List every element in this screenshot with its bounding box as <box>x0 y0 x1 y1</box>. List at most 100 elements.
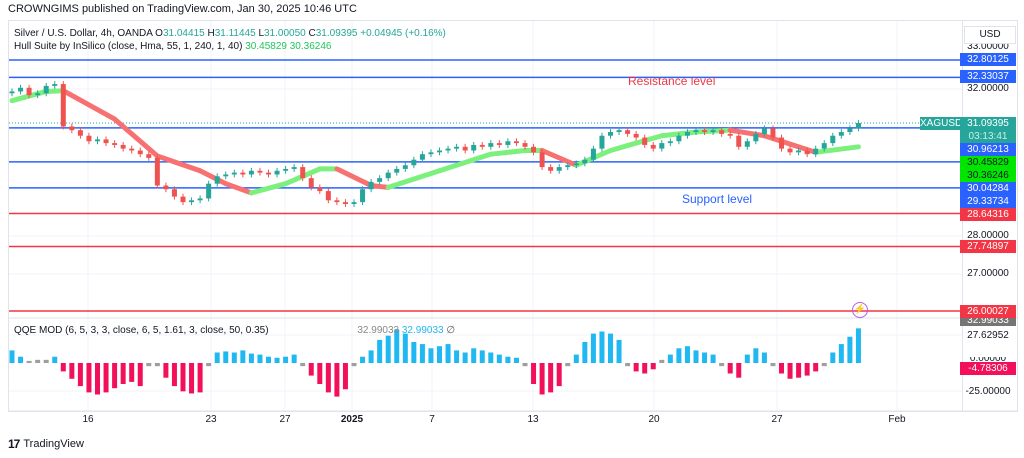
candle-body <box>428 152 434 155</box>
qqe-bar <box>360 356 366 363</box>
candle-body <box>368 181 374 190</box>
high-value: 31.11445 <box>214 28 256 39</box>
qqe-bar <box>43 359 49 363</box>
candle-body <box>146 154 152 158</box>
qqe-bar <box>95 363 100 395</box>
candle-body <box>642 137 648 145</box>
candle-body <box>129 148 135 151</box>
time-tick: Feb <box>888 414 906 425</box>
qqe-bar <box>522 363 528 367</box>
candle-body <box>556 167 562 171</box>
candle-body <box>548 167 554 171</box>
level-label: 32.33037 <box>960 70 1016 83</box>
candle-body <box>650 144 656 149</box>
candle-body <box>35 93 41 96</box>
candle-body <box>625 130 631 134</box>
low-value: 31.00050 <box>264 28 306 39</box>
qqe-bar <box>385 335 391 363</box>
qqe-bar <box>855 328 861 363</box>
candle-body <box>86 135 92 142</box>
price-tick: 27.00000 <box>967 268 1009 279</box>
qqe-bar <box>710 354 716 363</box>
level-label: 30.04284 <box>960 182 1016 195</box>
qqe-bar <box>770 363 776 367</box>
qqe-bar <box>599 331 605 363</box>
candle-body <box>479 144 485 147</box>
qqe-bar <box>223 351 229 363</box>
qqe-bar <box>838 344 844 363</box>
qqe-bar <box>419 344 425 363</box>
qqe-value-label: 32.99033 <box>960 318 1016 326</box>
qqe-bar <box>137 363 143 387</box>
change-value: +0.04945 (+0.16%) <box>360 28 446 39</box>
candle-body <box>214 176 220 184</box>
candle-body <box>445 148 451 151</box>
candle-body <box>462 146 468 151</box>
last-price-label: 31.09395 <box>960 117 1016 130</box>
level-label: 26.00027 <box>960 305 1016 318</box>
hull-label-1: 30.45829 <box>960 156 1016 169</box>
candle-body <box>573 163 579 166</box>
time-tick: 27 <box>279 414 291 425</box>
qqe-bar <box>317 363 323 384</box>
candle-body <box>727 133 733 136</box>
qqe-bar <box>676 348 682 363</box>
level-label: 29.33734 <box>960 195 1016 208</box>
low-label: L <box>258 28 264 39</box>
qqe-bar <box>214 352 220 363</box>
qqe-bar <box>471 348 477 363</box>
qqe-bar <box>18 356 24 363</box>
qqe-value-label: -4.78306 <box>960 362 1016 375</box>
candle-body <box>171 189 177 197</box>
qqe-bar <box>445 344 451 363</box>
qqe-bar <box>77 363 83 387</box>
currency-button[interactable]: USD <box>964 26 1016 44</box>
candle-body <box>539 152 545 168</box>
candle-body <box>565 165 571 168</box>
qqe-bar <box>513 357 519 363</box>
candle-body <box>659 143 665 149</box>
qqe-bar <box>26 360 32 363</box>
candle-body <box>248 170 254 175</box>
price-tick: 28.00000 <box>967 230 1009 241</box>
candle-body <box>69 126 75 131</box>
candle-body <box>266 172 271 175</box>
qqe-bar <box>402 333 408 363</box>
hull-segment <box>608 133 665 153</box>
time-tick: 2025 <box>340 414 364 425</box>
hull-segment <box>368 183 391 190</box>
publisher-header: CROWNGIMS published on TradingView.com, … <box>8 3 357 15</box>
qqe-bar <box>565 363 571 367</box>
qqe-bar <box>779 363 784 374</box>
candle-body <box>804 150 810 155</box>
qqe-bar <box>727 363 733 374</box>
candle-body <box>360 189 366 203</box>
tradingview-logo[interactable]: 17 TradingView <box>8 437 84 451</box>
candle-body <box>471 144 477 151</box>
candle-body <box>283 168 289 171</box>
horizontal-levels <box>9 59 962 312</box>
candle-body <box>744 141 750 147</box>
qqe-tick: 27.62952 <box>967 330 1009 341</box>
time-tick: 20 <box>648 414 660 425</box>
candle-body <box>454 146 460 149</box>
candle-body <box>616 130 622 133</box>
qqe-bar <box>274 357 280 363</box>
hull-label-2: 30.36246 <box>960 169 1016 182</box>
candle-body <box>590 148 596 160</box>
qqe-bar <box>702 352 708 363</box>
qqe-bar <box>86 363 92 393</box>
qqe-bar <box>821 363 827 367</box>
hull-legend[interactable]: Hull Suite by InSilico (close, Hma, 55, … <box>14 41 331 52</box>
open-value: 31.04415 <box>162 28 205 39</box>
qqe-bar <box>206 363 212 367</box>
qqe-legend[interactable]: QQE MOD (6, 5, 3, 3, close, 6, 5, 1.61, … <box>14 325 455 336</box>
candle-body <box>753 133 759 142</box>
tv-logo-icon: 17 <box>8 437 20 451</box>
qqe-value-2: 32.99033 <box>401 325 444 336</box>
qqe-bar <box>625 363 631 367</box>
brand-name: TradingView <box>23 438 84 450</box>
candle-body <box>488 143 494 147</box>
lightning-icon[interactable]: ⚡ <box>852 302 868 318</box>
